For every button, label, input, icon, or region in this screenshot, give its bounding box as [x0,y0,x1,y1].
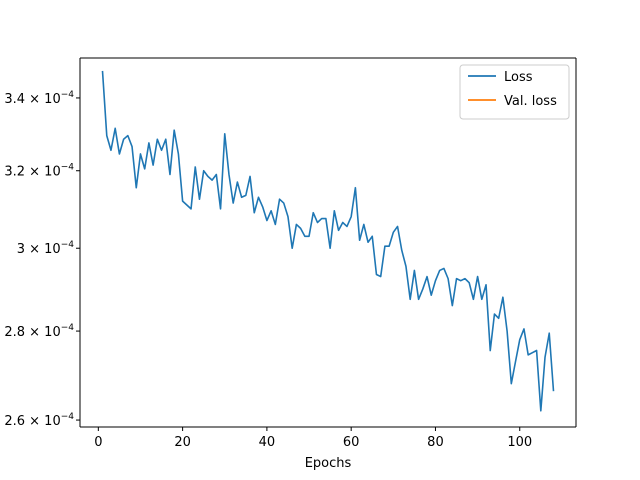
legend-label-loss: Loss [504,70,533,85]
x-tick-label: 80 [427,435,444,450]
y-axis-ticks: 2.6 × 10−4 2.8 × 10−4 3 × 10−4 3.2 × 10−4 3.… [4,90,80,429]
y-tick-label: 3 × 10−4 [17,240,75,257]
y-tick-label: 3.4 × 10−4 [4,90,74,107]
y-tick-label: 3.2 × 10−4 [4,163,74,180]
x-axis-ticks: 0 20 40 60 80 100 [94,427,532,450]
legend-box [459,64,570,120]
legend-label-val-loss: Val. loss [504,94,557,109]
legend: Loss Val. loss [459,64,570,120]
axes-frame [79,57,577,428]
x-tick-label: 40 [259,435,276,450]
x-tick-label: 60 [343,435,360,450]
series-layer [101,70,555,412]
x-axis-label: Epochs [305,456,352,471]
x-tick-label: 100 [507,435,532,450]
y-tick-label: 2.8 × 10−4 [4,323,74,340]
series-line-loss [101,70,555,412]
y-tick-label: 2.6 × 10−4 [4,412,74,429]
x-tick-label: 20 [174,435,191,450]
x-tick-label: 0 [94,435,102,450]
